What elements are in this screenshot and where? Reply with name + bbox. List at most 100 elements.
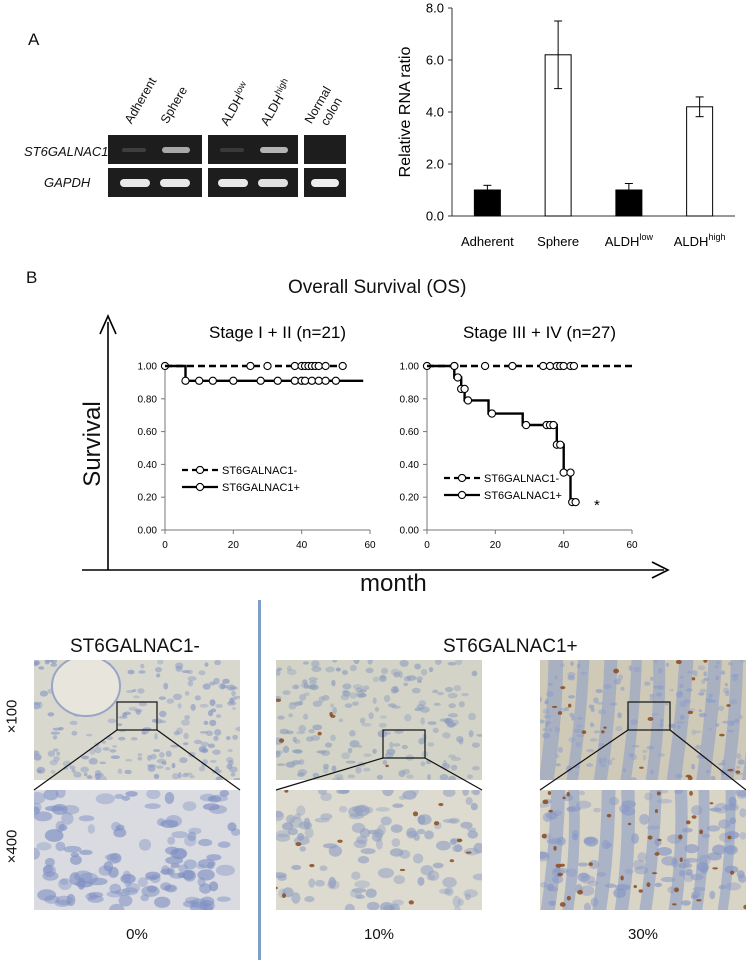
tissue-cell [287,668,297,676]
bar-y-tick-label: 8.0 [426,1,444,16]
tissue-cell [50,769,56,775]
tissue-cell [138,838,152,851]
tissue-cell [718,819,731,829]
tissue-cell [737,759,745,765]
tissue-cell [34,811,53,822]
tissue-cell [718,884,726,890]
micrograph-positive-10-x400 [276,790,482,910]
tissue-cell [37,769,42,773]
tissue-cell [403,682,409,687]
tissue-cell [708,727,712,732]
tissue-cell [163,682,169,690]
tissue-cell [285,814,296,824]
tissue-cell [297,772,305,777]
km-censor-mark [521,420,531,430]
tissue-cell [398,770,406,778]
km-x-tick-label: 20 [228,540,240,551]
tissue-cell [422,733,427,741]
km-legend-marker [195,482,205,492]
tissue-cell [199,793,216,802]
tissue-cell [555,763,561,767]
tissue-cell [276,830,291,838]
stain-dot [656,791,661,796]
tissue-cell [319,865,328,872]
stain-dot [627,822,632,826]
tissue-cell [291,864,302,871]
tissue-cell [434,660,442,665]
tissue-cell [357,744,363,748]
tissue-cell [450,764,458,771]
tissue-cell [540,719,545,724]
tissue-cell [314,879,325,887]
tissue-cell [335,667,341,672]
tissue-cell [299,693,307,701]
tissue-cell [657,753,665,757]
ihc-title-negative: ST6GALNAC1- [70,636,200,657]
tissue-cell [276,872,287,879]
tissue-cell [390,668,401,676]
km-censor-mark [229,376,238,385]
tissue-cell [209,699,216,706]
tissue-cell [629,753,638,761]
tissue-gland [614,790,635,910]
tissue-cell [382,790,394,797]
tissue-cell [308,728,315,734]
tissue-cell [609,702,618,706]
tissue-cell [467,830,479,839]
micrograph-negative-x100 [34,660,240,780]
tissue-cell [298,724,307,733]
tissue-cell [458,701,465,708]
tissue-cell [738,873,746,884]
tissue-cell [566,806,576,813]
tissue-cell [433,702,441,706]
tissue-cell [383,694,391,703]
tissue-cell [552,875,564,884]
tissue-cell [432,862,444,869]
tissue-cell [427,773,432,780]
tissue-cell [122,887,139,896]
tissue-cell [166,698,175,704]
stain-dot [735,770,741,774]
tissue-cell [426,874,436,881]
stain-dot [555,863,562,868]
tissue-cell [181,670,190,673]
km-censor-mark [331,376,340,385]
tissue-cell [303,682,309,689]
stain-dot [276,886,278,890]
tissue-cell [347,774,356,779]
tissue-cell [85,733,93,737]
tissue-cell [112,745,118,748]
tissue-cell [50,663,58,667]
tissue-cell [394,729,404,734]
panel-b-axes [82,314,670,579]
tissue-cell [405,754,414,761]
tissue-cell [332,707,337,715]
tissue-cell [137,756,143,761]
tissue-cell [338,718,344,723]
stain-dot [399,868,406,872]
tissue-cell [291,892,301,904]
gel-box-gapdh-1 [108,168,202,197]
km-censor-mark [321,376,330,385]
tissue-cell [341,752,351,760]
tissue-cell [277,667,283,671]
tissue-cell [455,660,463,666]
tissue-cell [399,660,409,667]
tissue-cell [393,743,401,747]
tissue-cell [276,750,284,755]
tissue-cell [548,682,553,686]
tissue-cell [572,833,579,841]
stain-dot [712,867,718,870]
tissue-cell [308,677,318,682]
y-axis-label-survival: Survival [79,401,106,487]
tissue-cell [354,880,371,889]
tissue-cell [447,720,455,728]
km-censor-mark [208,376,217,385]
km-censor-mark [453,373,462,382]
stain-dot [542,799,549,805]
tissue-cell [115,888,131,897]
tissue-cell [442,790,456,797]
stain-dot [703,660,708,663]
km-censor-mark [508,361,517,371]
tissue-cell [604,842,613,848]
